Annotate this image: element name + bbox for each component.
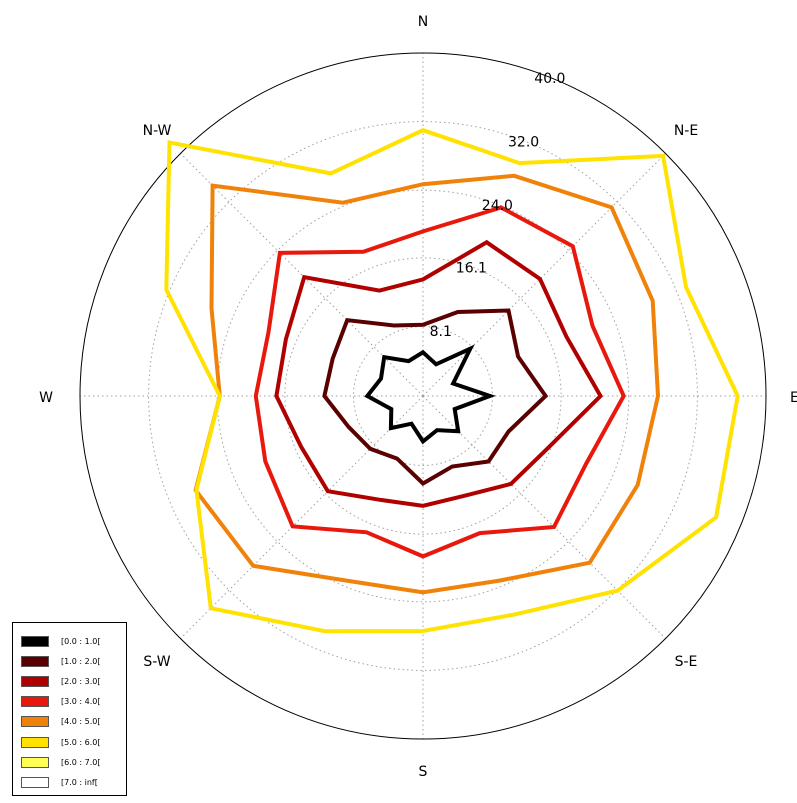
direction-label: N-E bbox=[674, 123, 698, 139]
series-line bbox=[164, 128, 740, 634]
series-line bbox=[364, 344, 496, 445]
direction-label: S-E bbox=[675, 654, 698, 670]
legend-swatch bbox=[21, 675, 49, 687]
legend-label: [1.0 : 2.0[ bbox=[61, 656, 101, 666]
polar-frame bbox=[79, 52, 767, 740]
legend-label: [7.0 : inf[ bbox=[61, 777, 98, 787]
series-line bbox=[322, 308, 549, 486]
series-line bbox=[193, 173, 661, 595]
spoke-line bbox=[422, 153, 666, 397]
radial-tick-label: 16.1 bbox=[456, 261, 487, 277]
spoke-line bbox=[422, 395, 666, 639]
direction-label: E bbox=[790, 390, 797, 406]
series-line bbox=[274, 239, 604, 508]
legend-item: [7.0 : inf[ bbox=[21, 772, 120, 792]
legend-label: [0.0 : 1.0[ bbox=[61, 636, 101, 646]
legend-item: [3.0 : 4.0[ bbox=[21, 692, 120, 712]
series-lines bbox=[164, 128, 740, 634]
legend-item: [6.0 : 7.0[ bbox=[21, 752, 120, 772]
direction-label: W bbox=[39, 390, 53, 406]
legend-swatch bbox=[21, 716, 49, 728]
spoke-line bbox=[180, 153, 424, 397]
legend-label: [2.0 : 3.0[ bbox=[61, 676, 101, 686]
legend-item: [1.0 : 2.0[ bbox=[21, 651, 120, 671]
legend-swatch bbox=[21, 655, 49, 667]
radial-tick-label: 40.0 bbox=[534, 71, 565, 87]
legend-swatch bbox=[21, 635, 49, 647]
direction-label: N bbox=[418, 14, 428, 30]
legend-swatch bbox=[21, 776, 49, 788]
polar-grid bbox=[79, 52, 767, 740]
grid-ring bbox=[216, 189, 630, 603]
spoke-line bbox=[180, 395, 424, 639]
grid-ring bbox=[148, 121, 698, 671]
axis-labels: 8.1 16.1 24.0 32.0 40.0 N N-E E S-E S S-W W N-W bbox=[39, 14, 797, 780]
radial-tick-label: 24.0 bbox=[482, 198, 513, 214]
direction-label: S bbox=[419, 764, 428, 780]
radial-tick-label: 8.1 bbox=[430, 324, 452, 340]
direction-label: N-W bbox=[143, 123, 172, 139]
legend: [0.0 : 1.0[ [1.0 : 2.0[ [2.0 : 3.0[ [3.0 : … bbox=[12, 622, 127, 796]
legend-swatch bbox=[21, 736, 49, 748]
legend-swatch bbox=[21, 696, 49, 708]
legend-label: [5.0 : 6.0[ bbox=[61, 737, 101, 747]
legend-item: [5.0 : 6.0[ bbox=[21, 732, 120, 752]
legend-item: [0.0 : 1.0[ bbox=[21, 631, 120, 651]
legend-label: [4.0 : 5.0[ bbox=[61, 717, 101, 727]
grid-ring bbox=[284, 257, 562, 535]
series-line bbox=[253, 205, 626, 559]
legend-swatch bbox=[21, 756, 49, 768]
radial-tick-label: 32.0 bbox=[508, 135, 539, 151]
direction-label: S-W bbox=[143, 654, 170, 670]
legend-item: [4.0 : 5.0[ bbox=[21, 712, 120, 732]
legend-label: [3.0 : 4.0[ bbox=[61, 697, 101, 707]
legend-label: [6.0 : 7.0[ bbox=[61, 757, 101, 767]
legend-item: [2.0 : 3.0[ bbox=[21, 671, 120, 691]
